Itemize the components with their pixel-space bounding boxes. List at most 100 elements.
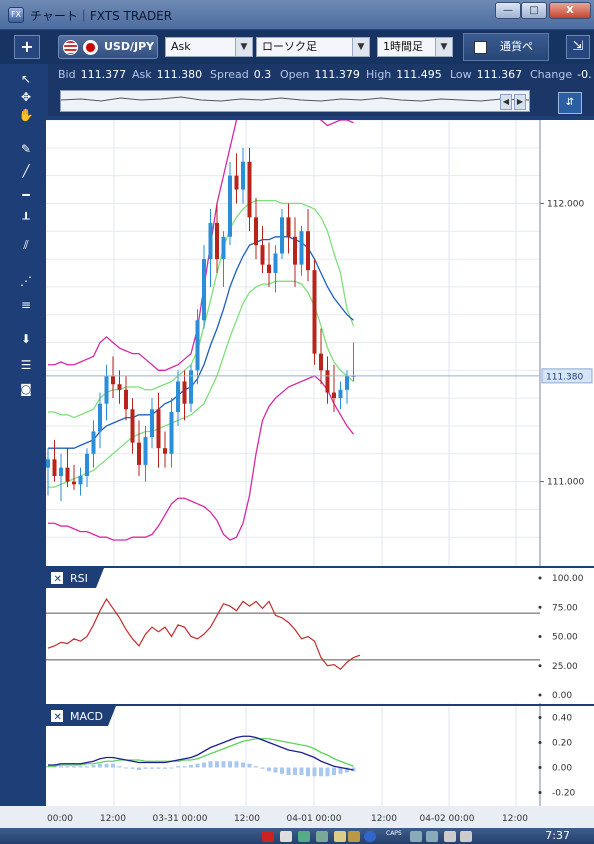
vertical-line-icon[interactable]: ┸: [22, 212, 30, 226]
help-icon[interactable]: [364, 831, 376, 842]
macd-histogram-bar: [78, 766, 83, 768]
macd-signal-line: [48, 738, 354, 767]
chart-toolbar: + USD/JPY Ask ▼ ローソク足 ▼ 1時間足 ▼ 通貨ペ ⇲: [0, 30, 594, 64]
panel-separator: [46, 704, 594, 706]
expand-icon[interactable]: ⇲: [566, 35, 590, 59]
candle-body: [182, 381, 187, 404]
hand-icon[interactable]: ✋: [18, 108, 34, 122]
macd-histogram-bar: [345, 767, 349, 773]
macd-histogram-bar: [234, 761, 239, 768]
tray-icon[interactable]: [460, 831, 472, 842]
macd-histogram-bar: [247, 763, 252, 768]
candle-body: [52, 459, 57, 476]
tray-icon[interactable]: [348, 831, 360, 842]
candle-body: [325, 370, 330, 393]
cursor-icon[interactable]: ↖: [20, 72, 32, 86]
tray-icon[interactable]: [334, 831, 346, 842]
macd-histogram-bar: [150, 767, 154, 769]
rsi-tick-label: 100.00: [552, 574, 584, 584]
tray-icon[interactable]: [262, 831, 274, 842]
macd-histogram-bar: [156, 767, 161, 769]
rsi-panel: [46, 568, 594, 703]
symbol-selector[interactable]: USD/JPY: [58, 35, 158, 59]
rsi-tick-label: 75.00: [552, 603, 578, 613]
rsi-line: [47, 597, 361, 671]
tray-icon[interactable]: [316, 831, 328, 842]
candle-body: [286, 217, 291, 237]
rsi-close-box: [51, 572, 63, 584]
rsi-tick: [538, 693, 542, 697]
macd-histogram-bar: [59, 766, 63, 768]
line-icon[interactable]: ╱: [22, 164, 30, 178]
price-type-value: Ask: [171, 40, 191, 53]
rsi-tick: [538, 576, 542, 580]
close-icon: ✕: [54, 712, 62, 723]
macd-tab: [46, 706, 116, 726]
macd-histogram-bar: [91, 765, 96, 768]
camera-icon[interactable]: ◙: [20, 382, 32, 396]
fibonacci-fan-icon[interactable]: ⋰: [20, 274, 32, 288]
list-icon[interactable]: ☰: [20, 358, 32, 372]
currency-pair-checkbox[interactable]: [474, 41, 487, 54]
rsi-tick-label: 0.00: [552, 691, 572, 701]
fibonacci-retracement-icon[interactable]: ≡: [20, 298, 32, 312]
macd-histogram-bar: [332, 767, 336, 775]
tray-icon[interactable]: [298, 831, 310, 842]
candle-body: [319, 353, 323, 371]
time-tick-label: 03-31 00:00: [153, 814, 208, 824]
macd-tick: [538, 716, 542, 719]
tray-icon[interactable]: [426, 831, 438, 842]
candle-body: [85, 453, 89, 476]
candle-body: [195, 320, 200, 371]
macd-histogram-bar: [221, 761, 226, 768]
chart-settings-icon[interactable]: ⇵: [558, 92, 582, 114]
time-tick-label: 12:00: [502, 814, 528, 824]
download-icon[interactable]: ⬇: [20, 332, 32, 346]
candle-body: [189, 370, 193, 404]
chart-area[interactable]: 111.380 112.000 111.000 ✕ RSI 100.00 75.00 50.0…: [46, 91, 594, 806]
candle-body: [46, 459, 50, 468]
macd-histogram-bar: [111, 763, 115, 768]
crosshair-icon[interactable]: ✥: [20, 90, 32, 104]
candle-body: [169, 412, 174, 454]
macd-histogram-bar: [195, 763, 200, 768]
chart-canvas[interactable]: 111.380 112.000 111.000 ✕ RSI 100.00 75.00 50.0…: [46, 91, 594, 806]
bid-quote: Bid 111.377: [58, 68, 127, 81]
tray-icon[interactable]: [410, 831, 422, 842]
macd-tick: [538, 741, 542, 744]
time-tick-label: 12:00: [234, 814, 260, 824]
currency-pair-toggle[interactable]: 通貨ペ: [463, 33, 549, 61]
price-overview-slider[interactable]: [60, 90, 530, 112]
timeframe-select[interactable]: 1時間足 ▼: [377, 37, 453, 57]
candle-body: [65, 467, 70, 482]
time-tick-label: 00:00: [47, 814, 73, 824]
scroll-left-icon[interactable]: ◀: [500, 94, 512, 110]
macd-histogram-bar: [273, 767, 278, 773]
close-button[interactable]: X: [549, 2, 591, 19]
macd-histogram-bar: [124, 767, 128, 769]
candle-body: [293, 236, 297, 265]
scroll-right-icon[interactable]: ▶: [514, 94, 526, 110]
macd-histogram-bar: [65, 766, 70, 768]
price-type-select[interactable]: Ask ▼: [165, 37, 253, 57]
macd-tick: [538, 791, 542, 794]
add-chart-button[interactable]: +: [14, 35, 40, 59]
app-icon: FX: [8, 7, 24, 23]
horizontal-line-icon[interactable]: ━: [22, 188, 30, 202]
parallel-lines-icon[interactable]: ⫽: [23, 238, 29, 252]
candle-body: [241, 161, 245, 190]
title-bar[interactable]: FX チャート｜FXTS TRADER — □ X: [0, 0, 594, 30]
minimize-button[interactable]: —: [495, 2, 521, 19]
chart-type-select[interactable]: ローソク足 ▼: [256, 37, 370, 57]
macd-histogram-bar: [254, 766, 258, 768]
tray-icon[interactable]: [280, 831, 292, 842]
candle-body: [208, 222, 213, 260]
candle-body: [338, 389, 343, 399]
timeframe-value: 1時間足: [383, 40, 423, 53]
quote-bar: Bid 111.377 Ask 111.380 Spread 0.3 Open 111.…: [48, 64, 594, 116]
trendline-pencil-icon[interactable]: ✎: [20, 142, 32, 156]
time-axis: 00:00 12:00 03-31 00:00 12:00 04-01 00:00 12:…: [47, 814, 528, 824]
maximize-button[interactable]: □: [521, 2, 547, 19]
macd-histogram-bar: [299, 767, 304, 775]
tray-icon[interactable]: [444, 831, 456, 842]
